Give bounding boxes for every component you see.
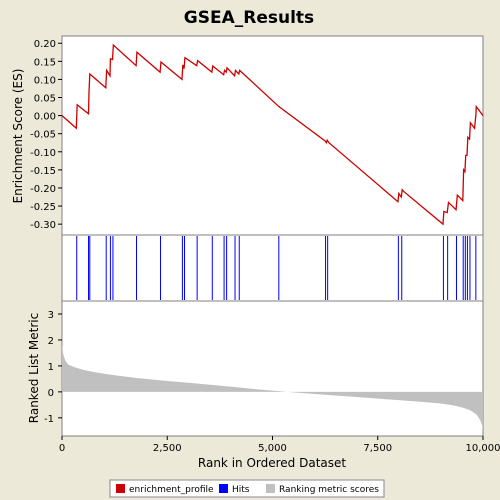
es-panel [61,35,484,236]
hits-panel [61,234,484,302]
metric-y-tick-label: 2 [48,336,54,347]
es-y-tick-label: -0.30 [30,220,56,231]
es-axis-label: Enrichment Score (ES) [11,69,25,204]
metric-y-tick-label: -1 [44,414,54,425]
axes-layer: 0.20 0.15 0.10 0.05 0.00 -0.05 -0.10 -0.15 -0.20… [30,39,500,454]
es-y-tick-label: -0.25 [30,202,56,213]
es-y-tick-label: 0.20 [34,39,56,50]
legend-label-ranking-metric: Ranking metric scores [279,485,379,495]
x-tick-label: 2,500 [153,443,182,454]
legend-swatch-ranking-metric [266,484,275,493]
metric-panel [61,300,484,437]
legend-box [109,479,385,498]
es-y-tick-label: -0.20 [30,184,56,195]
es-y-tick-label: -0.05 [30,130,56,141]
es-y-tick-label: 0.05 [34,94,56,105]
metric-axis-label: Ranked List Metric [27,313,41,423]
hits-layer [76,236,477,300]
legend-swatch-enrichment-profile [116,484,125,493]
legend-label-enrichment-profile: enrichment_profile [129,485,214,495]
legend: enrichment_profile Hits Ranking metric s… [109,479,385,498]
es-y-tick-label: 0.15 [34,57,56,68]
x-tick-label: 0 [59,443,65,454]
enrichment-profile-line [61,43,484,226]
metric-y-tick-label: 0 [48,388,54,399]
x-tick-label: 10,000 [466,443,500,454]
x-tick-label: 7,500 [363,443,392,454]
es-layer [61,43,484,226]
metric-y-tick-label: 1 [48,362,54,373]
metric-y-tick-label: 3 [48,310,54,321]
es-y-tick-label: -0.10 [30,148,56,159]
x-tick-label: 5,000 [258,443,287,454]
chart-title: GSEA_Results [184,8,314,28]
legend-label-hits: Hits [232,485,250,495]
ranked-metric-layer [62,345,483,433]
es-y-tick-label: 0.00 [34,112,56,123]
ranking-metric-area [62,345,483,433]
x-axis-label: Rank in Ordered Dataset [198,456,346,470]
es-y-tick-label: -0.15 [30,166,56,177]
legend-swatch-hits [219,484,228,493]
es-y-tick-label: 0.10 [34,75,56,86]
